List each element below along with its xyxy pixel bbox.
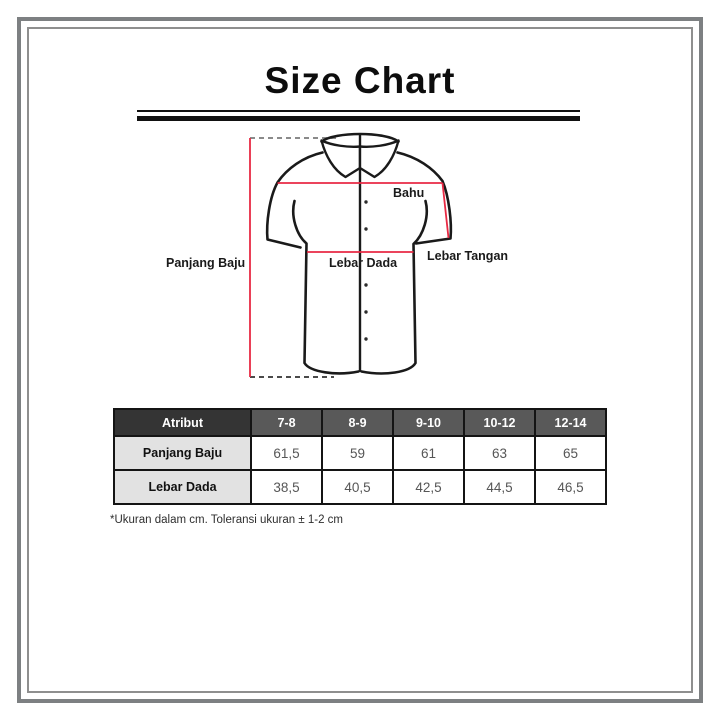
title-divider — [137, 110, 580, 121]
table-row: Panjang Baju 61,5 59 61 63 65 — [113, 435, 607, 471]
size-table: Atribut 7-8 8-9 9-10 10-12 12-14 Panjang… — [113, 408, 607, 505]
table-row: Lebar Dada 38,5 40,5 42,5 44,5 46,5 — [113, 469, 607, 505]
label-bahu: Bahu — [393, 186, 425, 200]
value-cell: 46,5 — [534, 469, 607, 505]
value-cell: 61,5 — [250, 435, 323, 471]
shirt-left-body — [291, 199, 360, 375]
divider-thick-line — [137, 116, 580, 121]
value-cell: 42,5 — [392, 469, 465, 505]
value-cell: 63 — [463, 435, 536, 471]
value-cell: 40,5 — [321, 469, 394, 505]
shirt-collar-right-wing — [358, 139, 400, 179]
value-cell: 59 — [321, 435, 394, 471]
header-cell-atribut: Atribut — [113, 408, 252, 437]
shirt-diagram — [249, 132, 453, 378]
label-panjang-baju: Panjang Baju — [166, 256, 246, 270]
label-lebar-tangan: Lebar Tangan — [427, 249, 509, 263]
header-cell-size-7-8: 7-8 — [250, 408, 323, 437]
size-table-header-row: Atribut 7-8 8-9 9-10 10-12 12-14 — [113, 408, 607, 437]
header-cell-size-8-9: 8-9 — [321, 408, 394, 437]
measure-line-lebar-tangan — [441, 182, 450, 239]
value-cell: 61 — [392, 435, 465, 471]
measurement-footnote: *Ukuran dalam cm. Toleransi ukuran ± 1-2… — [110, 514, 343, 526]
shirt-right-body — [360, 199, 429, 375]
shirt-collar-left-wing — [320, 139, 362, 179]
divider-thin-line — [137, 110, 580, 112]
value-cell: 44,5 — [463, 469, 536, 505]
header-cell-size-12-14: 12-14 — [534, 408, 607, 437]
shirt-right-sleeve — [396, 151, 453, 245]
shirt-collar-back — [320, 132, 400, 143]
row-label-panjang-baju: Panjang Baju — [113, 435, 252, 471]
page-title: Size Chart — [264, 60, 456, 101]
shirt-left-sleeve — [265, 151, 324, 249]
label-lebar-dada: Lebar Dada — [329, 256, 398, 270]
value-cell: 38,5 — [250, 469, 323, 505]
shirt-buttons — [364, 200, 368, 341]
value-cell: 65 — [534, 435, 607, 471]
row-label-lebar-dada: Lebar Dada — [113, 469, 252, 505]
header-cell-size-10-12: 10-12 — [463, 408, 536, 437]
header-cell-size-9-10: 9-10 — [392, 408, 465, 437]
